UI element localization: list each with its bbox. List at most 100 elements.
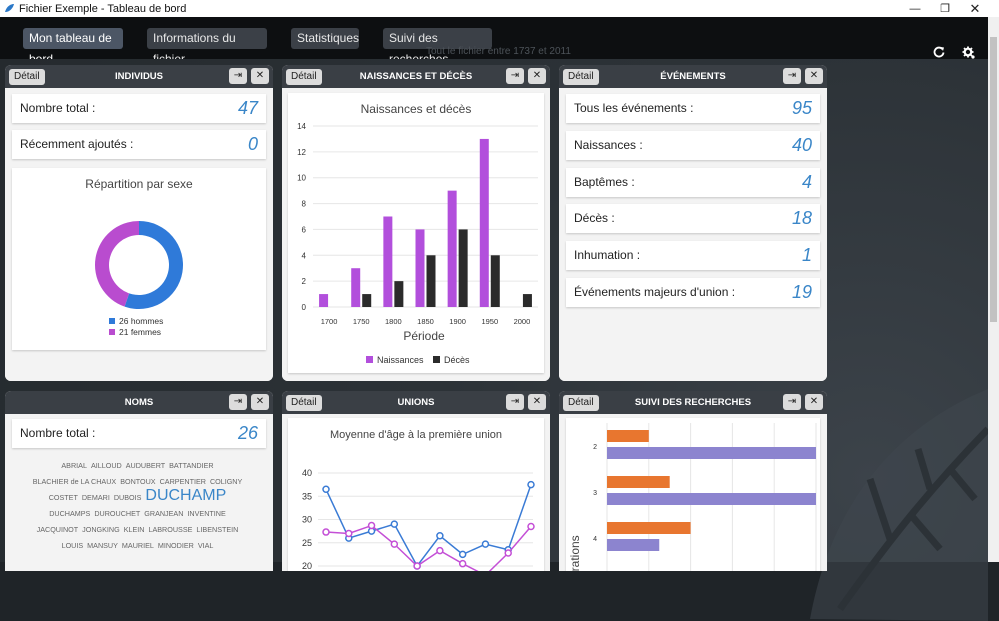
surname[interactable]: DUBOIS	[113, 493, 142, 503]
surname[interactable]: AILLOUD	[90, 461, 122, 470]
nav-statistiques-button[interactable]: Statistiques	[291, 28, 359, 49]
panel-body: Nombre total : 26	[5, 414, 273, 571]
panel-title: UNIONS	[397, 397, 435, 408]
surname[interactable]: LOUIS	[61, 541, 84, 551]
surname[interactable]: DEMARI	[81, 493, 110, 503]
panel-title: ÉVÉNEMENTS	[660, 71, 726, 82]
export-icon[interactable]: ⇥	[229, 394, 247, 410]
y-tick-label: 2	[593, 444, 597, 451]
panel-suivi-recherches: Détail SUIVI DES RECHERCHES ⇥ ✕ Générati…	[559, 391, 827, 571]
y-tick-label: 10	[297, 174, 306, 183]
surname[interactable]: MINODIER	[157, 541, 194, 551]
panel-header: Détail INDIVIDUS ⇥ ✕	[5, 65, 273, 88]
surname[interactable]: MANSUY	[87, 541, 118, 551]
nav-tableau-de-bord-button[interactable]: Mon tableau de bord	[23, 28, 123, 66]
surname[interactable]: JONGKING	[82, 525, 120, 535]
legend-swatch-hommes	[109, 318, 115, 324]
restore-icon[interactable]: ❐	[940, 3, 950, 15]
detail-button[interactable]: Détail	[286, 395, 322, 411]
event-row-card: Inhumation : 1	[566, 241, 820, 270]
close-icon[interactable]: ✕	[528, 394, 546, 410]
surname[interactable]: DUROUCHET	[94, 509, 141, 519]
total-names-card: Nombre total : 26	[12, 419, 266, 448]
data-point	[458, 550, 467, 559]
settings-gear-icon[interactable]	[962, 46, 975, 59]
panel-body: Tous les événements : 95 Naissances : 40…	[559, 88, 827, 381]
detail-button[interactable]: Détail	[563, 395, 599, 411]
bar	[607, 447, 816, 459]
bar-décès	[490, 255, 500, 307]
recent-value: 0	[247, 134, 258, 154]
export-icon[interactable]: ⇥	[506, 68, 524, 84]
births-deaths-chart: Naissances et décès 0 2 4 6 8 10 12 14 1700 1750 1…	[297, 102, 538, 365]
y-tick-label: 12	[297, 148, 306, 157]
bar	[607, 493, 816, 505]
scrollbar-thumb[interactable]	[990, 37, 997, 322]
bar	[607, 476, 670, 488]
surname[interactable]: LIBENSTEIN	[196, 525, 239, 535]
y-tick-label: 40	[302, 468, 312, 478]
x-tick-label: 1850	[417, 317, 434, 326]
export-icon[interactable]: ⇥	[783, 68, 801, 84]
surname[interactable]: GRANJEAN	[144, 509, 184, 519]
export-icon[interactable]: ⇥	[229, 68, 247, 84]
surname[interactable]: AUDUBERT	[125, 461, 166, 470]
data-point	[322, 528, 330, 536]
surname[interactable]: BONTOUX	[120, 477, 156, 486]
event-value: 18	[791, 208, 812, 228]
close-icon[interactable]: ✕	[805, 394, 823, 410]
surname[interactable]: INVENTINE	[187, 509, 226, 519]
close-icon[interactable]: ✕	[251, 68, 269, 84]
close-icon[interactable]: ✕	[805, 68, 823, 84]
surname[interactable]: DUCHAMPS	[49, 509, 91, 519]
detail-button[interactable]: Détail	[9, 69, 45, 85]
y-tick-label: 0	[302, 303, 307, 312]
export-icon[interactable]: ⇥	[506, 394, 524, 410]
data-point	[390, 520, 399, 528]
close-icon[interactable]: ✕	[528, 68, 546, 84]
refresh-icon[interactable]	[933, 46, 945, 58]
background-leaf-logo	[810, 389, 988, 621]
surname[interactable]: VIAL	[197, 541, 214, 551]
total-label: Nombre total :	[20, 426, 96, 440]
surname[interactable]: BATTANDIER	[169, 461, 214, 470]
surname[interactable]: KLEIN	[123, 525, 145, 535]
legend-femmes: 21 femmes	[119, 327, 161, 337]
surname[interactable]: BLACHIER de LA CHAUX	[32, 477, 117, 486]
panel-body: Moyenne d'âge à la première union 20 25 30…	[282, 414, 550, 571]
detail-button[interactable]: Détail	[563, 69, 599, 85]
close-window-icon[interactable]: ✕	[969, 0, 981, 16]
y-tick-label: 2	[302, 277, 307, 286]
panel-body: Naissances et décès 0 2 4 6 8 10 12 14 1700 1750 1…	[282, 88, 550, 381]
chart-title: Moyenne d'âge à la première union	[330, 429, 502, 441]
legend-naissances: Naissances	[377, 355, 424, 365]
y-tick-label: 4	[302, 251, 307, 260]
total-individuals-card: Nombre total : 47	[12, 94, 266, 123]
y-tick-label: 30	[302, 515, 312, 525]
detail-button[interactable]: Détail	[286, 69, 322, 85]
sex-donut-chart: 26 hommes 21 femmes	[94, 221, 183, 337]
export-icon[interactable]: ⇥	[783, 394, 801, 410]
panel-body: Nombre total : 47 Récemment ajoutés : 0 …	[5, 88, 273, 381]
minimize-icon[interactable]: —	[909, 2, 921, 15]
scrollbar[interactable]	[988, 17, 999, 562]
recent-label: Récemment ajoutés :	[20, 137, 134, 151]
close-icon[interactable]: ✕	[251, 394, 269, 410]
research-generations-chart: Générations 2 3 4	[568, 423, 817, 571]
surname[interactable]: ABRIAL	[61, 461, 87, 470]
surname-large[interactable]: DUCHAMP	[145, 487, 227, 504]
surname[interactable]: JACQUINOT	[36, 525, 79, 535]
panel-title: INDIVIDUS	[114, 71, 164, 82]
nav-informations-button[interactable]: Informations du fichier	[147, 28, 267, 66]
legend-hommes: 26 hommes	[119, 316, 163, 326]
surname[interactable]: COLIGNY	[209, 477, 243, 486]
event-value: 95	[791, 98, 812, 118]
bar-naissances	[479, 138, 489, 307]
panel-evenements: Détail ÉVÉNEMENTS ⇥ ✕ Tous les événement…	[559, 65, 827, 381]
data-point	[436, 532, 444, 540]
surname[interactable]: CARPENTIER	[159, 477, 206, 486]
surname[interactable]: MAURIEL	[121, 541, 154, 551]
surname[interactable]: COSTET	[48, 493, 78, 503]
file-range-subtitle: Tout le fichier entre 1737 et 2011	[426, 46, 571, 57]
surname[interactable]: LABROUSSE	[148, 525, 193, 535]
